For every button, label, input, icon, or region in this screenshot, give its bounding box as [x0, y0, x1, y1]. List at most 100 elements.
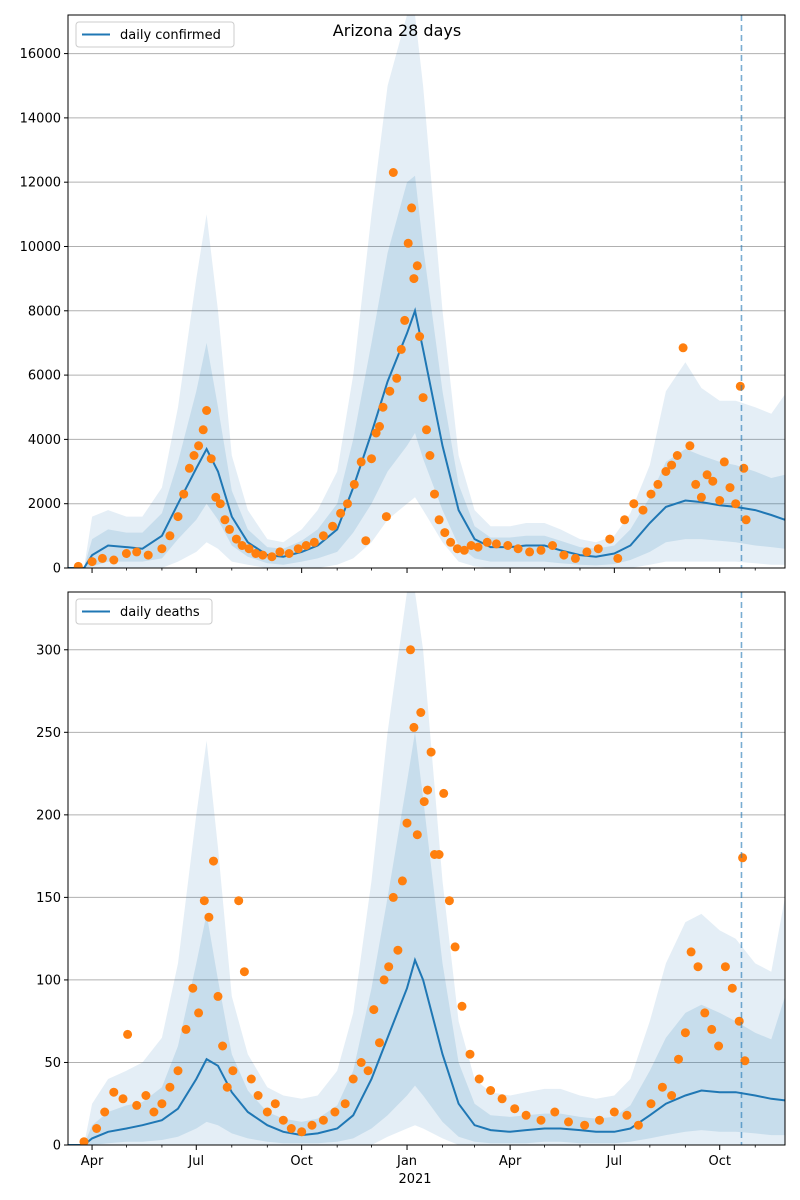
data-point	[657, 1082, 667, 1092]
data-point	[253, 1091, 263, 1100]
inner-band	[68, 732, 785, 1145]
data-point	[198, 425, 208, 435]
data-point	[379, 975, 389, 985]
data-point	[580, 1120, 590, 1130]
data-point	[680, 1028, 690, 1038]
data-point	[727, 983, 737, 993]
year-tick-label: 2021	[398, 1172, 431, 1187]
x-tick-label: Jan	[396, 1154, 417, 1169]
outer-band	[68, 592, 785, 1145]
data-point	[244, 544, 254, 554]
data-point	[425, 451, 435, 460]
data-point	[446, 537, 456, 547]
plot-area-confirmed	[68, 15, 785, 568]
data-point	[209, 856, 218, 866]
data-point	[409, 722, 419, 732]
data-point	[396, 344, 406, 354]
y-tick-label: 14000	[20, 111, 61, 126]
data-point	[211, 492, 221, 502]
data-point	[318, 531, 328, 541]
legend-box	[75, 598, 213, 625]
data-point	[466, 541, 476, 550]
data-point	[605, 534, 615, 544]
data-point	[278, 1115, 288, 1125]
data-point	[356, 457, 366, 467]
x-tick-label: Oct	[708, 1154, 730, 1169]
data-point	[349, 479, 359, 489]
data-point	[702, 470, 712, 480]
data-point	[188, 983, 198, 993]
data-point	[503, 541, 513, 550]
data-point	[336, 508, 346, 518]
data-point	[275, 547, 285, 557]
data-point	[741, 515, 751, 525]
legend: daily confirmed	[75, 21, 235, 48]
data-point	[513, 544, 523, 554]
y-tick-label: 10000	[20, 240, 61, 255]
data-point	[691, 479, 701, 489]
data-point	[444, 896, 454, 906]
axes-frame	[67, 591, 786, 1146]
data-point	[109, 1087, 119, 1097]
data-point	[739, 463, 749, 473]
y-tick-label: 100	[36, 973, 61, 988]
chart-title: Arizona 28 days	[333, 21, 461, 40]
y-tick-label: 12000	[20, 176, 61, 191]
data-point	[393, 945, 403, 955]
legend: daily deaths	[75, 598, 213, 625]
data-point	[452, 544, 462, 554]
data-point	[173, 512, 183, 522]
data-point	[100, 1107, 110, 1117]
data-point	[440, 528, 450, 538]
data-point	[465, 1049, 475, 1059]
data-point	[735, 381, 745, 391]
data-point	[239, 967, 249, 977]
data-point	[678, 343, 688, 353]
data-point	[450, 942, 460, 952]
outer-band	[68, 15, 785, 568]
data-point	[638, 505, 648, 515]
data-point	[559, 550, 569, 560]
data-point	[340, 1099, 350, 1109]
data-point	[629, 499, 639, 509]
legend-label: daily deaths	[120, 605, 200, 620]
data-point	[375, 1038, 384, 1048]
y-tick-label: 250	[36, 726, 61, 741]
data-point	[402, 818, 412, 828]
data-point	[593, 544, 603, 554]
data-point	[143, 550, 153, 560]
data-point	[141, 1091, 151, 1100]
data-point	[92, 1124, 102, 1133]
data-point	[415, 332, 425, 341]
axes-frame	[67, 14, 786, 569]
data-point	[132, 1100, 142, 1110]
data-point	[301, 541, 311, 550]
data-point	[206, 454, 216, 464]
data-point	[225, 524, 234, 534]
data-point	[375, 422, 384, 431]
data-point	[348, 1074, 358, 1084]
data-point	[536, 1115, 546, 1125]
data-point	[258, 550, 268, 560]
y-tick-label: 0	[53, 562, 61, 577]
data-point	[714, 1041, 724, 1051]
data-point	[184, 463, 194, 473]
deaths-panel: 0 50 100 150 200 250 300 Apr Jul Oct Jan Apr Jul Oct d…	[36, 591, 786, 1169]
data-point	[672, 451, 682, 460]
data-point	[202, 406, 212, 415]
data-point	[215, 499, 225, 509]
data-point	[725, 483, 735, 493]
data-point	[388, 168, 398, 177]
data-point	[416, 708, 426, 717]
data-point	[564, 1117, 573, 1127]
data-point	[486, 1086, 496, 1095]
y-tick-label: 8000	[28, 304, 61, 319]
data-point	[422, 425, 431, 435]
series-line	[68, 957, 785, 1145]
data-point	[419, 797, 429, 807]
data-point	[234, 896, 244, 906]
y-tick-label: 2000	[28, 497, 61, 512]
data-point	[149, 1107, 159, 1117]
data-point	[570, 553, 580, 563]
